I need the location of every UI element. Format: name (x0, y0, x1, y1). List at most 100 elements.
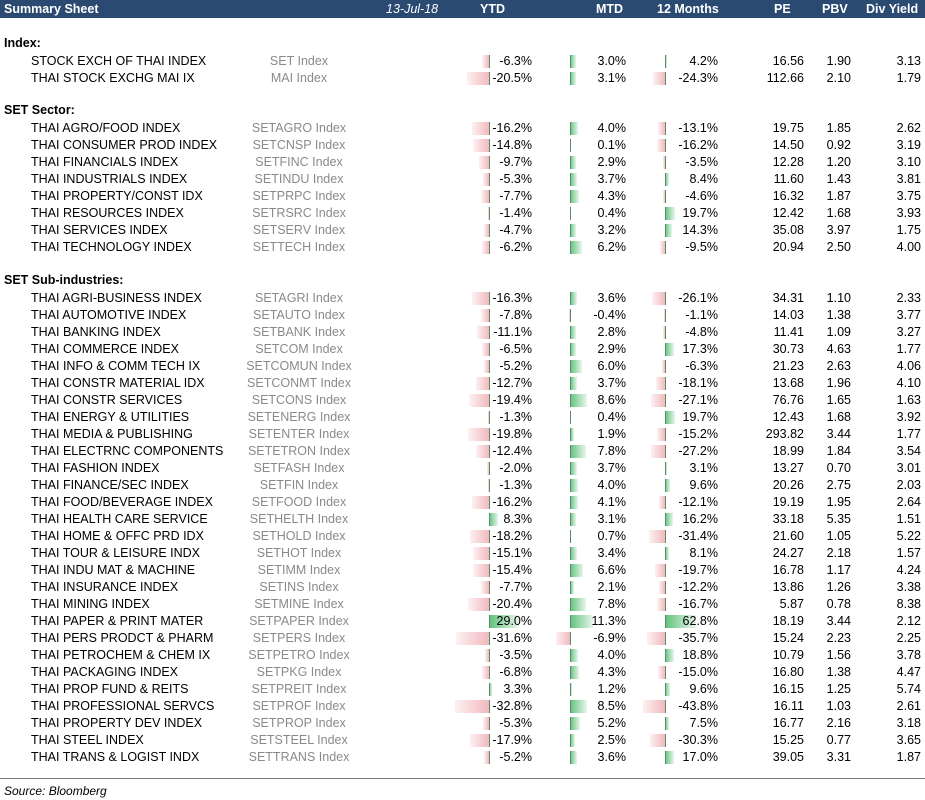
div-yield-value: 3.27 (896, 325, 921, 339)
index-ticker: SETPRPC Index (252, 189, 346, 203)
pbv-value: 2.63 (826, 359, 851, 373)
mtd-bar (570, 326, 576, 339)
div-yield-value: 2.03 (896, 478, 921, 492)
section-title: SET Sector: (4, 103, 75, 117)
index-name: THAI STOCK EXCHG MAI IX (31, 71, 195, 85)
pe-value: 13.68 (772, 376, 804, 390)
mtd-axis (570, 530, 571, 543)
table-row: THAI HOME & OFFC PRD IDX SETHOLD Index -18… (0, 528, 925, 545)
mtd-axis (570, 173, 571, 186)
pbv-value: 1.84 (826, 444, 851, 458)
pe-value: 16.32 (772, 189, 804, 203)
m12-bar (657, 666, 665, 679)
ytd-axis (489, 445, 490, 458)
mtd-bar (556, 632, 570, 645)
div-yield-value: 2.25 (896, 631, 921, 645)
ytd-value: -2.0% (499, 461, 532, 475)
mtd-value: 8.6% (597, 393, 627, 407)
ytd-axis (489, 241, 490, 254)
ytd-value: -19.4% (492, 393, 532, 407)
mtd-bar (570, 156, 576, 169)
pbv-value: 1.05 (826, 529, 851, 543)
ytd-axis (489, 581, 490, 594)
index-name: THAI PROPERTY DEV INDEX (31, 716, 203, 730)
pbv-value: 2.10 (826, 71, 851, 85)
pe-value: 19.19 (772, 495, 804, 509)
index-name: THAI HEALTH CARE SERVICE (31, 512, 208, 526)
pbv-value: 1.25 (826, 682, 851, 696)
m12-bar (665, 479, 670, 492)
ytd-axis (489, 530, 490, 543)
div-yield-value: 1.63 (896, 393, 921, 407)
div-yield-value: 2.62 (896, 121, 921, 135)
mtd-value: 0.1% (597, 138, 627, 152)
m12-value: -12.2% (678, 580, 718, 594)
pbv-value: 3.97 (826, 223, 851, 237)
m12-bar (647, 632, 665, 645)
div-yield-value: 3.81 (896, 172, 921, 186)
table-row: THAI TRANS & LOGIST INDX SETTRANS Index -5… (0, 749, 925, 766)
table-row: THAI FINANCIALS INDEX SETFINC Index -9.7% 2… (0, 154, 925, 171)
pe-value: 5.87 (779, 597, 804, 611)
index-ticker: SETAUTO Index (253, 308, 345, 322)
source-note: Source: Bloomberg (4, 784, 107, 798)
m12-bar (656, 598, 665, 611)
div-yield-value: 3.93 (896, 206, 921, 220)
ytd-bar (454, 700, 489, 713)
m12-value: 9.6% (689, 682, 719, 696)
pe-value: 10.79 (772, 648, 804, 662)
ytd-axis (489, 411, 490, 424)
m12-value: 19.7% (682, 206, 718, 220)
ytd-value: -1.3% (499, 478, 532, 492)
mtd-bar (570, 581, 575, 594)
ytd-bar (473, 139, 489, 152)
mtd-bar (570, 377, 578, 390)
ytd-bar (483, 173, 489, 186)
ytd-value: 3.3% (503, 682, 533, 696)
mtd-axis (570, 751, 571, 764)
mtd-bar (570, 462, 578, 475)
ytd-axis (489, 598, 490, 611)
pe-value: 11.41 (773, 325, 804, 339)
index-ticker: SETTRANS Index (248, 750, 350, 764)
table-row: THAI PROFESSIONAL SERVCS SETPROF Index -32… (0, 698, 925, 715)
mtd-axis (570, 377, 571, 390)
m12-value: -24.3% (678, 71, 718, 85)
pe-value: 21.23 (772, 359, 804, 373)
index-ticker: SETAGRI Index (255, 291, 343, 305)
ytd-value: -20.5% (492, 71, 532, 85)
index-ticker: SETFIN Index (259, 478, 339, 492)
mtd-axis (570, 72, 571, 85)
m12-axis (665, 156, 666, 169)
m12-bar (665, 411, 675, 424)
m12-value: 3.1% (689, 461, 719, 475)
div-yield-value: 1.79 (896, 71, 921, 85)
div-yield-value: 8.38 (896, 597, 921, 611)
m12-bar (665, 649, 675, 662)
index-name: THAI MEDIA & PUBLISHING (31, 427, 193, 441)
ytd-bar (475, 377, 489, 390)
m12-axis (665, 207, 666, 220)
m12-value: 16.2% (682, 512, 718, 526)
ytd-axis (489, 717, 490, 730)
table-row: THAI PERS PRODCT & PHARM SETPERS Index -31… (0, 630, 925, 647)
index-name: THAI CONSTR MATERIAL IDX (31, 376, 205, 390)
index-ticker: SET Index (269, 54, 329, 68)
mtd-value: 5.2% (597, 716, 627, 730)
ytd-axis (489, 513, 490, 526)
pe-value: 14.03 (772, 308, 804, 322)
m12-value: 17.3% (682, 342, 718, 356)
index-name: THAI TECHNOLOGY INDEX (31, 240, 192, 254)
div-yield-value: 4.47 (896, 665, 921, 679)
mtd-axis (570, 428, 571, 441)
ytd-value: -1.3% (499, 410, 532, 424)
index-ticker: MAI Index (270, 71, 328, 85)
m12-bar (651, 394, 665, 407)
m12-value: -31.4% (678, 529, 718, 543)
pbv-value: 1.03 (826, 699, 851, 713)
ytd-value: -6.8% (499, 665, 532, 679)
m12-value: -30.3% (678, 733, 718, 747)
ytd-bar (468, 428, 489, 441)
m12-axis (665, 700, 666, 713)
m12-axis (665, 615, 666, 628)
